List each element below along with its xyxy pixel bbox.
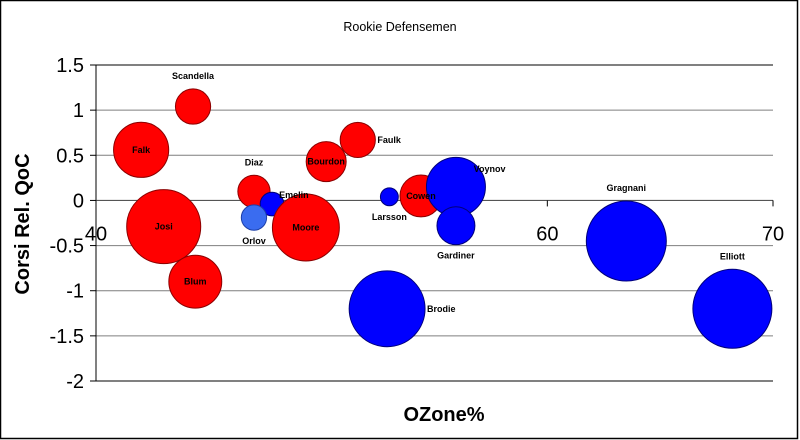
- bubble-label: Elliott: [720, 251, 745, 261]
- bubble-gragnani: [585, 200, 667, 282]
- bubble-moore: [271, 193, 340, 262]
- y-tick-label: -1: [66, 281, 84, 303]
- bubble-label: Bourdon: [307, 157, 345, 167]
- bubble-gardiner: [436, 206, 476, 246]
- y-tick-label: 0.5: [56, 145, 84, 167]
- y-tick-label: -2: [66, 371, 84, 393]
- y-axis-title: Corsi Rel. QoC: [12, 153, 34, 294]
- y-tick-label: 0: [73, 190, 84, 212]
- bubble-label: Moore: [292, 223, 319, 233]
- bubble-label: Faulk: [377, 135, 402, 145]
- bubble-label: Orlov: [242, 236, 266, 246]
- bubble-label: Gardiner: [437, 251, 475, 261]
- x-tick-label: 40: [85, 223, 107, 245]
- bubble-label: Falk: [132, 145, 151, 155]
- bubble-josi: [126, 189, 202, 265]
- bubble-orlov: [240, 204, 268, 231]
- x-tick-label: 70: [762, 223, 784, 245]
- x-tick-label: 60: [536, 223, 558, 245]
- y-tick-label: -1.5: [50, 326, 84, 348]
- bubble-label: Cowen: [406, 191, 436, 201]
- bubble-larsson: [379, 187, 399, 207]
- y-tick-label: -0.5: [50, 236, 84, 258]
- x-axis-title: OZone%: [403, 404, 484, 426]
- chart-title: Rookie Defensemen: [343, 20, 456, 34]
- bubble-bourdon: [305, 141, 347, 183]
- bubble-elliott: [692, 268, 773, 349]
- bubble-label: Blum: [184, 277, 207, 287]
- bubble-blum: [168, 254, 223, 309]
- bubble-faulk: [339, 121, 376, 159]
- bubble-label: Scandella: [172, 71, 215, 81]
- bubble-scandella: [174, 88, 212, 125]
- bubble-label: Josi: [155, 222, 173, 232]
- axes: 1.510.50-0.5-1-1.5-240506070: [50, 55, 785, 393]
- bubble-label: Brodie: [427, 304, 456, 314]
- bubble-label: Larsson: [372, 212, 407, 222]
- bubble-label: Emelin: [279, 190, 309, 200]
- bubble-labels: Scandella Falk Josi Blum Diaz Emelin Orlov Moor…: [132, 71, 745, 314]
- bubble-label: Gragnani: [607, 183, 647, 193]
- bubble-falk: [113, 121, 170, 178]
- bubbles: [113, 88, 773, 349]
- y-tick-label: 1.5: [56, 55, 84, 77]
- bubble-brodie: [348, 270, 426, 348]
- bubble-label: Diaz: [245, 157, 264, 167]
- y-tick-label: 1: [73, 100, 84, 122]
- bubble-label: Voynov: [474, 164, 506, 174]
